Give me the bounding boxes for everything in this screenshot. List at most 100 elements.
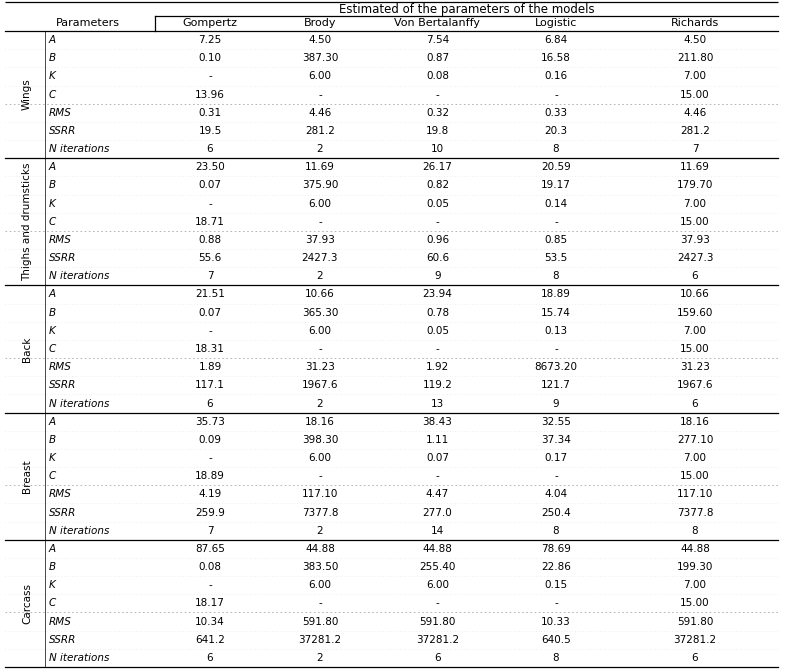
Text: 15.74: 15.74: [541, 308, 571, 318]
Text: 2: 2: [316, 653, 323, 663]
Text: 6.00: 6.00: [309, 71, 331, 81]
Text: 10.66: 10.66: [680, 290, 710, 300]
Text: 0.33: 0.33: [545, 108, 568, 118]
Text: 19.5: 19.5: [199, 126, 221, 136]
Text: 6.00: 6.00: [426, 580, 449, 590]
Text: 31.23: 31.23: [680, 362, 710, 372]
Text: 15.00: 15.00: [680, 598, 710, 608]
Text: 2427.3: 2427.3: [301, 253, 338, 263]
Text: 2: 2: [316, 144, 323, 154]
Text: 18.31: 18.31: [195, 344, 225, 354]
Text: 0.82: 0.82: [426, 181, 449, 190]
Text: 7377.8: 7377.8: [677, 507, 714, 517]
Text: RMS: RMS: [49, 362, 72, 372]
Text: Brody: Brody: [304, 19, 336, 28]
Text: 23.94: 23.94: [422, 290, 452, 300]
Text: 37281.2: 37281.2: [416, 635, 459, 644]
Text: 7.54: 7.54: [426, 35, 449, 45]
Text: 14: 14: [431, 526, 444, 536]
Text: 0.17: 0.17: [545, 453, 568, 463]
Text: 119.2: 119.2: [422, 380, 452, 390]
Text: -: -: [554, 89, 558, 99]
Text: -: -: [208, 580, 212, 590]
Text: A: A: [49, 544, 56, 554]
Text: A: A: [49, 417, 56, 427]
Text: RMS: RMS: [49, 108, 72, 118]
Text: 55.6: 55.6: [199, 253, 221, 263]
Text: 32.55: 32.55: [541, 417, 571, 427]
Text: -: -: [554, 598, 558, 608]
Text: 13: 13: [431, 398, 444, 409]
Text: N iterations: N iterations: [49, 271, 109, 282]
Text: K: K: [49, 453, 56, 463]
Text: 8: 8: [553, 526, 559, 536]
Text: 87.65: 87.65: [195, 544, 225, 554]
Text: -: -: [318, 598, 322, 608]
Text: 4.50: 4.50: [309, 35, 331, 45]
Text: 1967.6: 1967.6: [677, 380, 714, 390]
Text: 0.09: 0.09: [199, 435, 221, 445]
Text: 159.60: 159.60: [677, 308, 714, 318]
Text: 1.89: 1.89: [199, 362, 221, 372]
Text: Von Bertalanffy: Von Bertalanffy: [395, 19, 480, 28]
Text: 0.07: 0.07: [199, 181, 221, 190]
Text: 4.46: 4.46: [684, 108, 706, 118]
Text: 0.15: 0.15: [545, 580, 568, 590]
Text: 37281.2: 37281.2: [674, 635, 717, 644]
Text: 0.07: 0.07: [199, 308, 221, 318]
Text: N iterations: N iterations: [49, 144, 109, 154]
Text: N iterations: N iterations: [49, 526, 109, 536]
Text: 4.19: 4.19: [199, 489, 221, 499]
Text: 10.66: 10.66: [305, 290, 335, 300]
Text: 6: 6: [692, 653, 699, 663]
Text: 19.17: 19.17: [541, 181, 571, 190]
Text: Back: Back: [22, 336, 32, 362]
Text: C: C: [49, 344, 57, 354]
Text: 7.00: 7.00: [684, 71, 706, 81]
Text: -: -: [554, 471, 558, 481]
Text: 277.10: 277.10: [677, 435, 714, 445]
Text: 7.25: 7.25: [199, 35, 221, 45]
Text: 277.0: 277.0: [422, 507, 452, 517]
Text: 121.7: 121.7: [541, 380, 571, 390]
Text: -: -: [208, 71, 212, 81]
Text: 591.80: 591.80: [419, 617, 455, 626]
Text: 387.30: 387.30: [301, 53, 338, 63]
Text: 2427.3: 2427.3: [677, 253, 714, 263]
Text: SSRR: SSRR: [49, 635, 76, 644]
Text: 37281.2: 37281.2: [298, 635, 341, 644]
Text: 117.10: 117.10: [301, 489, 338, 499]
Text: 11.69: 11.69: [680, 162, 710, 172]
Text: B: B: [49, 562, 56, 572]
Text: 44.88: 44.88: [305, 544, 335, 554]
Text: Logistic: Logistic: [535, 19, 577, 28]
Text: -: -: [436, 217, 440, 227]
Text: SSRR: SSRR: [49, 253, 76, 263]
Text: -: -: [436, 471, 440, 481]
Text: 281.2: 281.2: [305, 126, 335, 136]
Text: 0.05: 0.05: [426, 326, 449, 336]
Text: 22.86: 22.86: [541, 562, 571, 572]
Text: 259.9: 259.9: [195, 507, 225, 517]
Text: SSRR: SSRR: [49, 380, 76, 390]
Text: -: -: [436, 89, 440, 99]
Text: 15.00: 15.00: [680, 344, 710, 354]
Text: 0.78: 0.78: [426, 308, 449, 318]
Text: A: A: [49, 162, 56, 172]
Text: 21.51: 21.51: [195, 290, 225, 300]
Text: 20.59: 20.59: [541, 162, 571, 172]
Text: A: A: [49, 290, 56, 300]
Text: 23.50: 23.50: [195, 162, 225, 172]
Text: 375.90: 375.90: [301, 181, 338, 190]
Text: 4.04: 4.04: [545, 489, 568, 499]
Text: 44.88: 44.88: [422, 544, 452, 554]
Text: 35.73: 35.73: [195, 417, 225, 427]
Text: 6: 6: [692, 271, 699, 282]
Text: 18.16: 18.16: [305, 417, 335, 427]
Text: 2: 2: [316, 271, 323, 282]
Text: 0.16: 0.16: [545, 71, 568, 81]
Text: 591.80: 591.80: [677, 617, 714, 626]
Text: B: B: [49, 181, 56, 190]
Text: 16.58: 16.58: [541, 53, 571, 63]
Text: 0.07: 0.07: [426, 453, 449, 463]
